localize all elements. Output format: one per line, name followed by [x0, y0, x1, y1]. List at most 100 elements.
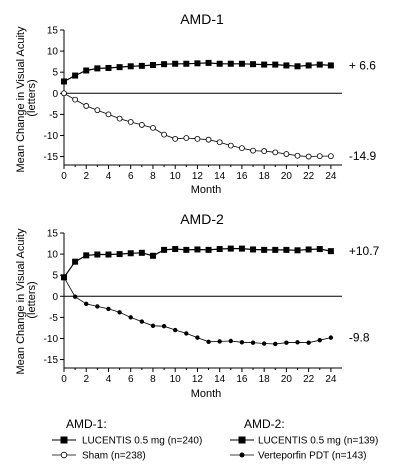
y-tick-label: -5 — [49, 110, 58, 121]
series-line — [63, 248, 332, 278]
y-tick-label: 10 — [47, 47, 59, 58]
data-point-square — [161, 246, 168, 253]
data-point-square — [61, 78, 67, 85]
data-point-square — [294, 63, 301, 70]
x-tick-label: 4 — [106, 374, 112, 385]
x-tick-label: 10 — [170, 171, 182, 182]
data-point-filled-circle — [328, 335, 334, 340]
x-axis-label: Month — [191, 184, 222, 196]
data-point-filled-circle — [84, 301, 89, 307]
data-point-filled-circle — [273, 341, 278, 347]
data-point-square — [305, 62, 312, 69]
data-point-filled-circle — [284, 340, 289, 345]
data-point-filled-circle — [184, 331, 189, 336]
data-point-filled-circle — [195, 335, 200, 340]
data-point-square — [261, 61, 268, 68]
data-point-square — [83, 67, 90, 74]
data-point-square — [250, 61, 257, 68]
data-point-filled-circle — [217, 339, 222, 344]
legend-heading-amd-1: AMD-1: — [66, 417, 107, 431]
data-point-open-circle — [283, 151, 290, 157]
legend-filled-circle-marker-icon — [239, 452, 245, 458]
data-point-square — [172, 246, 179, 253]
x-tick-label: 20 — [281, 171, 293, 182]
y-tick-label: -10 — [44, 131, 59, 142]
data-point-square — [227, 245, 234, 252]
data-point-open-circle — [227, 142, 234, 149]
data-point-filled-circle — [228, 338, 233, 344]
x-tick-label: 2 — [83, 171, 89, 182]
data-point-filled-circle — [150, 323, 156, 329]
data-point-filled-circle — [173, 327, 178, 333]
data-point-square — [238, 60, 245, 67]
x-tick-label: 16 — [236, 374, 248, 385]
y-tick-label: 5 — [52, 271, 58, 282]
chart-panel-amd-1: AMD-1 Mean Change in Visual Acuity (lett… — [15, 11, 377, 196]
data-point-square — [261, 246, 268, 253]
data-point-open-circle — [261, 148, 268, 154]
data-point-filled-circle — [106, 306, 111, 312]
data-point-square — [161, 61, 168, 68]
y-axis-label-line-1: Mean Change in Visual Acuity — [15, 228, 27, 374]
data-point-open-circle — [294, 152, 301, 159]
data-point-square — [116, 251, 123, 258]
data-point-square — [149, 252, 156, 259]
x-tick-label: 14 — [214, 171, 226, 182]
y-axis-label-line-2: (letters) — [26, 281, 38, 318]
x-tick-label: 8 — [150, 374, 156, 385]
x-tick-label: 20 — [281, 374, 293, 385]
data-point-square — [205, 59, 212, 66]
data-point-square — [138, 249, 145, 256]
data-point-square — [227, 60, 234, 67]
data-point-open-circle — [305, 153, 312, 160]
data-point-open-circle — [239, 145, 245, 152]
data-point-square — [205, 246, 212, 253]
series-end-label: -14.9 — [349, 149, 377, 163]
x-tick-label: 18 — [259, 374, 271, 385]
legend-label-lucentis-amd-2: LUCENTIS 0.5 mg (n=139) — [258, 436, 378, 447]
data-point-square — [138, 62, 145, 69]
data-point-square — [250, 246, 257, 253]
data-point-square — [327, 62, 334, 69]
data-point-square — [183, 60, 190, 67]
data-point-square — [216, 246, 223, 253]
data-point-open-circle — [316, 153, 323, 160]
data-point-square — [194, 246, 201, 253]
x-tick-label: 24 — [325, 374, 337, 385]
data-point-square — [283, 246, 290, 253]
x-tick-label: 4 — [106, 171, 112, 182]
y-tick-label: 10 — [47, 250, 59, 261]
chart-panel-amd-2: AMD-2 Mean Change in Visual Acuity (lett… — [15, 211, 380, 400]
legend-label-sham: Sham (n=238) — [82, 451, 146, 462]
data-point-square — [272, 246, 279, 253]
data-point-square — [194, 60, 201, 67]
data-point-square — [183, 246, 190, 253]
data-point-square — [294, 247, 301, 254]
data-point-square — [94, 65, 101, 72]
y-tick-label: 15 — [47, 26, 59, 37]
data-point-square — [149, 62, 156, 69]
y-tick-label: 0 — [52, 292, 58, 303]
data-point-open-circle — [172, 135, 179, 142]
y-tick-label: 15 — [47, 229, 59, 240]
data-point-open-circle — [194, 135, 201, 142]
y-tick-label: -10 — [44, 334, 59, 345]
data-point-filled-circle — [239, 340, 245, 345]
data-point-square — [127, 250, 134, 257]
legend-square-marker-icon — [238, 436, 246, 444]
data-point-square — [127, 63, 134, 70]
data-point-filled-circle — [72, 294, 78, 299]
data-point-open-circle — [83, 103, 90, 109]
data-point-square — [327, 248, 334, 255]
series-end-label: + 6.6 — [349, 58, 376, 72]
x-tick-label: 14 — [214, 374, 226, 385]
data-point-square — [316, 61, 323, 68]
data-point-filled-circle — [306, 340, 311, 345]
legend-square-marker-icon — [60, 436, 68, 444]
data-point-square — [305, 246, 312, 253]
x-tick-label: 8 — [150, 171, 156, 182]
y-axis-label: Mean Change in Visual Acuity (letters) — [15, 225, 38, 374]
legend-label-lucentis-amd-1: LUCENTIS 0.5 mg (n=240) — [82, 436, 202, 447]
x-tick-label: 0 — [61, 171, 67, 182]
